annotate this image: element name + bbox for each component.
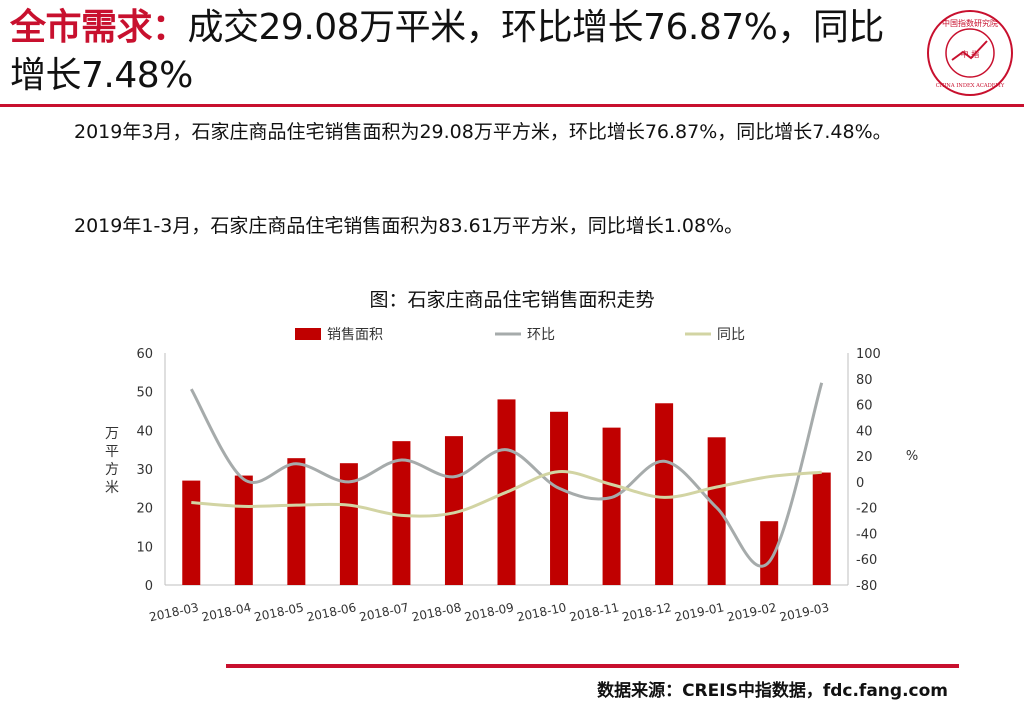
bar-sales-area: [812, 472, 831, 585]
page-title-text: 成交29.08万平米，环比增长76.87%，同比增长7.48%: [10, 7, 884, 96]
x-tick-label: 2018-10: [516, 600, 568, 624]
paragraph-monthly: 2019年3月，石家庄商品住宅销售面积为29.08万平方米，环比增长76.87%…: [74, 121, 892, 143]
x-tick-label: 2019-01: [673, 600, 725, 624]
y-tick-label: 0: [145, 579, 153, 594]
y2-tick-label: 100: [856, 347, 881, 362]
y2-tick-label: 40: [856, 424, 873, 439]
sales-area-chart: 0 10 20 30 40 50 60 -80 -60 -40 -20 0 20 40 60 80 100 万平方…: [105, 327, 918, 624]
y-tick-label: 60: [136, 347, 153, 362]
bar-sales-area: [655, 403, 674, 585]
bar-sales-area: [287, 458, 306, 585]
x-tick-label: 2018-07: [358, 600, 410, 624]
logo-center-text: 中 指: [961, 49, 980, 59]
legend-swatch-bar: [295, 328, 321, 340]
logo-bottom-text: CHINA INDEX ACADEMY: [936, 83, 1005, 89]
y-tick-label: 30: [136, 463, 153, 478]
china-index-academy-logo: 中国指数研究院 中 指 CHINA INDEX ACADEMY: [927, 10, 1013, 96]
y2-tick-label: -60: [856, 553, 877, 568]
y-axis-label-char: 方: [105, 462, 119, 478]
bar-sales-area: [550, 411, 569, 585]
footer-divider: [226, 664, 959, 668]
bar-sales-area: [602, 427, 621, 585]
bar-sales-area: [392, 441, 411, 585]
x-tick-label: 2018-11: [568, 600, 620, 624]
y-tick-label: 20: [136, 502, 153, 517]
y-tick-label: 50: [136, 386, 153, 401]
x-tick-label: 2019-02: [726, 600, 778, 624]
bar-sales-area: [182, 480, 201, 585]
y2-tick-label: -80: [856, 579, 877, 594]
x-tick-label: 2018-05: [253, 600, 305, 624]
x-tick-label: 2018-06: [306, 600, 358, 624]
line-yoy: [191, 470, 822, 518]
y-axis-label-char: 米: [105, 480, 119, 496]
legend-label: 环比: [527, 327, 555, 343]
bar-sales-area: [760, 521, 779, 585]
x-tick-label: 2018-09: [463, 600, 515, 624]
x-tick-label: 2019-03: [778, 600, 830, 624]
y2-tick-label: 0: [856, 476, 864, 491]
x-tick-label: 2018-03: [148, 600, 200, 624]
y-tick-label: 40: [136, 424, 153, 439]
bar-sales-area: [339, 463, 358, 585]
legend-label: 销售面积: [327, 327, 383, 343]
x-tick-label: 2018-08: [411, 600, 463, 624]
header-divider: [0, 104, 1024, 107]
chart-title: 图：石家庄商品住宅销售面积走势: [369, 289, 655, 311]
line-mom: [190, 382, 824, 568]
y2-tick-label: 20: [856, 450, 873, 465]
page-title-emphasis: 全市需求：: [10, 7, 188, 48]
paragraph-quarterly: 2019年1-3月，石家庄商品住宅销售面积为83.61万平方米，同比增长1.08…: [74, 215, 744, 237]
y2-axis-label: %: [906, 449, 918, 464]
y-axis-label-char: 平: [105, 444, 119, 460]
bar-sales-area: [707, 437, 726, 585]
bar-sales-area: [234, 475, 253, 585]
logo-top-text: 中国指数研究院: [942, 18, 998, 28]
y2-tick-label: -20: [856, 502, 877, 517]
legend-label: 同比: [717, 327, 745, 343]
data-source: 数据来源：CREIS中指数据，fdc.fang.com: [597, 681, 948, 701]
y2-tick-label: 80: [856, 373, 873, 388]
x-tick-label: 2018-04: [200, 600, 252, 624]
y2-tick-label: -40: [856, 527, 877, 542]
x-tick-label: 2018-12: [621, 600, 673, 624]
bar-sales-area: [444, 436, 463, 585]
y-axis-label-char: 万: [105, 426, 119, 442]
y-tick-label: 10: [136, 540, 153, 555]
page-title: 全市需求：成交29.08万平米，环比增长76.87%，同比增长7.48%: [10, 4, 915, 100]
y2-tick-label: 60: [856, 399, 873, 414]
